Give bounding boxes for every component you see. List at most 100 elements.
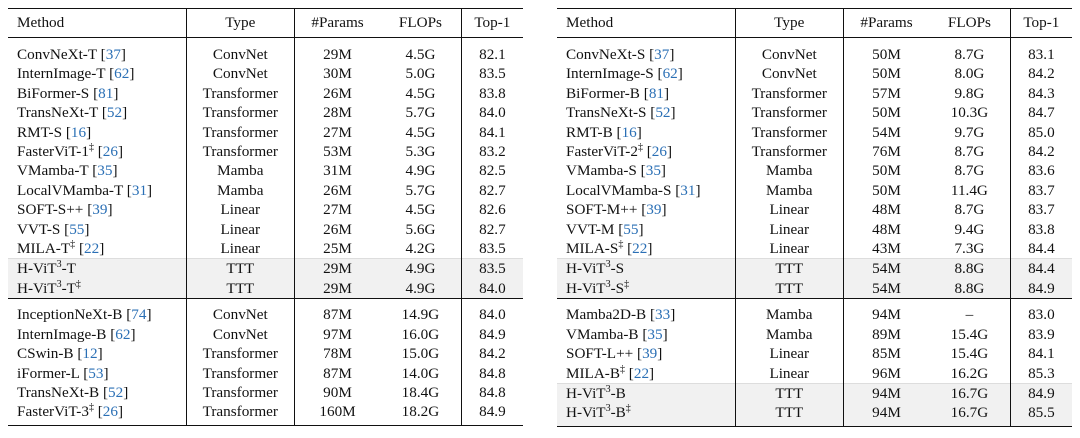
table-row: MILA-B‡ [22] Linear 96M 16.2G 85.3	[557, 363, 1072, 384]
method-name: LocalVMamba-T	[17, 181, 123, 199]
method-cell: InternImage-T [62]	[8, 64, 187, 84]
table-row: SOFT-M++ [39] Linear 48M 8.7G 83.7	[557, 200, 1072, 220]
table-row: InternImage-T [62] ConvNet 30M 5.0G 83.5	[8, 64, 523, 84]
flops-cell: 16.2G	[929, 363, 1011, 384]
method-name: SOFT-M++	[566, 201, 638, 219]
method-name: InternImage-T	[17, 65, 106, 83]
type-cell: TTT	[186, 278, 295, 299]
method-cell: LocalVMamba-S [31]	[557, 180, 736, 201]
flops-cell: 5.6G	[380, 219, 462, 240]
top1-cell: 83.1	[1028, 46, 1055, 63]
citation-link: 31	[131, 181, 148, 199]
method-name: FasterViT-1	[17, 143, 89, 161]
method-cell: CSwin-B [12]	[8, 344, 187, 364]
method-suffix: -B	[610, 404, 626, 422]
table-row: BiFormer-B [81] Transformer 57M 9.8G 84.3	[557, 83, 1072, 104]
params-cell: 48M	[872, 201, 901, 219]
method-suffix: -S	[610, 260, 625, 278]
method-name: H-ViT	[566, 260, 606, 278]
params-cell: 57M	[872, 84, 901, 102]
method-exponent: 3	[605, 383, 611, 395]
method-name: TransNeXt-S	[566, 104, 647, 122]
citation-link: 26	[102, 403, 118, 421]
method-cell: H-ViT3-S‡	[557, 278, 736, 299]
flops-cell: 16.0G	[380, 324, 462, 345]
params-cell: 50M	[872, 181, 901, 199]
citation-link: 62	[115, 325, 131, 343]
top1-cell: 84.9	[479, 325, 506, 343]
type-cell: Linear	[735, 344, 844, 364]
flops-cell: 18.4G	[380, 382, 462, 403]
method-cell: MILA-S‡ [22]	[557, 239, 736, 259]
params-cell: 26M	[323, 220, 352, 238]
method-name: TransNeXt-B	[17, 383, 100, 401]
flops-cell: 14.9G	[380, 298, 462, 325]
column-header-top1: Top-1	[461, 8, 523, 38]
method-name: H-ViT	[566, 404, 606, 422]
params-cell: 94M	[843, 382, 930, 404]
method-cell: VVT-S [55]	[8, 219, 187, 240]
params-cell: 27M	[323, 201, 352, 219]
table-row: TransNeXt-S [52] Transformer 50M 10.3G 84.7	[557, 103, 1072, 123]
flops-cell: 5.7G	[380, 180, 462, 201]
method-cell: TransNeXt-T [52]	[8, 103, 187, 123]
params-cell: 26M	[323, 181, 352, 199]
type-cell: Mamba	[186, 180, 295, 201]
method-cell: FasterViT-2‡ [26]	[557, 142, 736, 162]
top1-cell: 83.0	[1010, 298, 1072, 325]
column-header-type: Type	[735, 8, 844, 38]
flops-cell: 4.5G	[380, 122, 462, 143]
citation-link: 35	[647, 325, 663, 343]
flops-cell: 8.7G	[929, 37, 1011, 65]
params-cell: 94M	[843, 403, 930, 427]
method-name: TransNeXt-T	[17, 104, 99, 122]
flops-cell: 14.0G	[380, 363, 462, 383]
top1-cell: 84.2	[479, 345, 506, 363]
citation-link: 55	[623, 220, 639, 238]
citation-link: 26	[102, 143, 118, 161]
citation-link: 16	[621, 123, 637, 141]
type-cell: Transformer	[186, 382, 295, 403]
top1-cell: 82.6	[479, 201, 506, 219]
table-row: VMamba-S [35] Mamba 50M 8.7G 83.6	[557, 161, 1072, 181]
column-header-flops: FLOPs	[380, 8, 462, 38]
top1-cell: 82.1	[479, 46, 506, 63]
type-cell: Transformer	[735, 83, 844, 104]
top1-cell: 84.2	[1028, 143, 1055, 161]
type-cell: Linear	[735, 239, 844, 259]
citation-link: 31	[680, 181, 696, 199]
flops-cell: 8.7G	[929, 161, 1011, 181]
params-cell: 53M	[323, 143, 352, 161]
dagger-mark: ‡	[75, 278, 81, 290]
flops-cell: 7.3G	[929, 239, 1011, 259]
params-cell: 27M	[323, 123, 352, 141]
top1-cell: 84.0	[461, 298, 523, 325]
citation-link: 81	[648, 84, 664, 102]
method-name: iFormer-L	[17, 364, 80, 382]
flops-cell: 4.9G	[380, 161, 462, 181]
params-cell: 96M	[872, 364, 901, 382]
top1-cell: 83.8	[1028, 220, 1055, 238]
flops-cell: 10.3G	[929, 103, 1011, 123]
method-cell: RMT-S [16]	[8, 122, 187, 143]
method-name: CSwin-B	[17, 345, 74, 363]
top1-cell: 83.6	[1028, 162, 1055, 180]
table-row-ours: H-ViT3-S‡ TTT 54M 8.8G 84.9	[557, 278, 1072, 299]
type-cell: ConvNet	[186, 298, 295, 325]
type-cell: Linear	[186, 219, 295, 240]
table-row-ours: H-ViT3-B‡ TTT 94M 16.7G 85.5	[557, 403, 1072, 427]
params-cell: 97M	[323, 325, 352, 343]
table-row: InternImage-S [62] ConvNet 50M 8.0G 84.2	[557, 64, 1072, 84]
method-name: InternImage-S	[566, 65, 654, 83]
params-cell: 54M	[843, 278, 930, 299]
method-cell: H-ViT3-T‡	[8, 278, 187, 299]
params-cell: 26M	[323, 84, 352, 102]
method-name: FasterViT-2	[566, 143, 638, 161]
flops-cell: 16.7G	[929, 403, 1011, 427]
top1-cell: 83.5	[479, 240, 506, 258]
type-cell: TTT	[735, 258, 844, 279]
method-cell: VVT-M [55]	[557, 219, 736, 240]
type-cell: ConvNet	[186, 37, 295, 65]
flops-cell: 9.8G	[929, 83, 1011, 104]
type-cell: Linear	[186, 200, 295, 220]
